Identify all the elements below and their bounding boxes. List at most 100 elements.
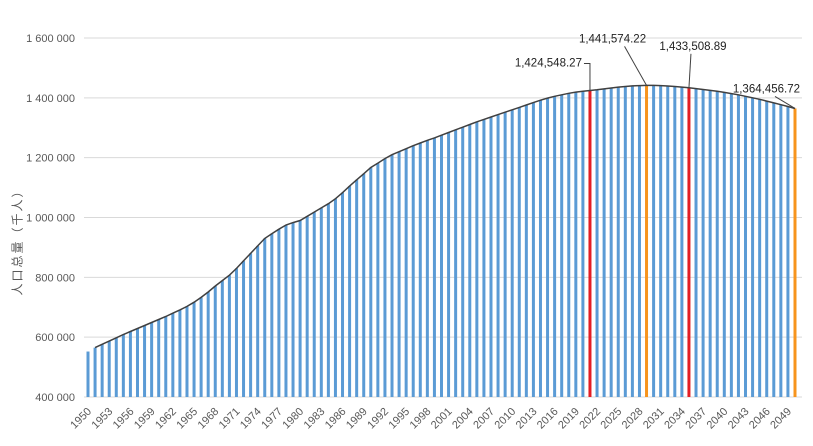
bar — [503, 112, 507, 398]
x-tick-label: 1983 — [302, 406, 328, 432]
bar — [171, 313, 175, 397]
bar — [616, 87, 620, 398]
bar — [510, 109, 514, 398]
highlight-bar — [588, 90, 592, 397]
bar — [432, 137, 436, 397]
x-tick-label: 1989 — [344, 406, 370, 432]
bar — [242, 260, 246, 397]
x-tick-label: 1962 — [153, 406, 179, 432]
data-label: 1,433,508.89 — [659, 41, 726, 53]
bar — [659, 85, 663, 398]
bar — [150, 322, 154, 397]
bar — [298, 220, 302, 397]
bar — [531, 102, 535, 398]
x-tick-label: 2019 — [556, 406, 582, 432]
bar — [425, 140, 429, 397]
bar — [93, 347, 97, 397]
x-tick-label: 2034 — [662, 406, 688, 432]
y-tick-label: 400 000 — [35, 392, 75, 404]
bar — [701, 89, 705, 397]
bar — [256, 245, 260, 397]
leader-line — [583, 62, 591, 91]
bar — [609, 87, 613, 398]
bar — [708, 90, 712, 398]
bar — [263, 238, 267, 397]
x-tick-label: 2013 — [514, 406, 540, 432]
bar — [86, 351, 90, 397]
x-tick-label: 1950 — [68, 406, 94, 432]
bar — [680, 87, 684, 397]
bar — [581, 91, 585, 398]
bar — [312, 212, 316, 397]
bar — [440, 135, 443, 397]
bar — [779, 104, 783, 397]
x-tick-label: 1980 — [280, 406, 306, 432]
bar — [178, 309, 182, 397]
bar — [652, 85, 656, 398]
bar — [121, 334, 125, 397]
bar — [447, 132, 451, 397]
x-tick-label: 1965 — [174, 406, 200, 432]
x-tick-label: 2049 — [768, 406, 794, 432]
data-label: 1,424,548.27 — [515, 57, 582, 69]
x-tick-label: 1974 — [238, 406, 264, 432]
y-tick-label: 1 200 000 — [26, 153, 75, 165]
x-tick-label: 1992 — [365, 406, 391, 432]
bar — [114, 337, 118, 397]
bar — [362, 173, 366, 397]
y-tick-label: 1 600 000 — [26, 33, 75, 45]
bar — [376, 163, 380, 397]
bar — [234, 268, 238, 397]
bar — [637, 85, 641, 397]
bar — [758, 99, 762, 398]
bar — [164, 316, 168, 397]
bar — [397, 151, 401, 397]
bar — [348, 186, 352, 397]
bar — [623, 86, 627, 397]
bar — [319, 207, 323, 397]
bar — [418, 143, 422, 397]
x-tick-label: 1977 — [259, 406, 285, 432]
x-tick-label: 1959 — [132, 406, 158, 432]
bar — [213, 286, 217, 397]
leader-line — [688, 53, 692, 88]
x-tick-label: 1986 — [323, 406, 349, 432]
bar — [157, 319, 161, 397]
bar — [482, 119, 486, 397]
bar — [128, 331, 132, 397]
bar — [461, 127, 465, 397]
bar — [496, 114, 500, 397]
bar — [277, 229, 281, 397]
trend-line — [94, 84, 796, 349]
bar — [206, 291, 210, 397]
x-tick-label: 2043 — [726, 406, 752, 432]
leader-line — [624, 46, 647, 86]
x-tick-label: 1998 — [408, 406, 434, 432]
bar — [736, 94, 740, 397]
bar — [305, 216, 309, 397]
y-tick-label: 1 400 000 — [26, 93, 75, 105]
bar — [765, 101, 769, 397]
y-tick-label: 600 000 — [35, 332, 75, 344]
bar — [355, 179, 359, 397]
bar — [383, 158, 387, 397]
x-tick-label: 2007 — [471, 406, 497, 432]
x-tick-label: 2025 — [599, 406, 625, 432]
bar — [602, 88, 606, 397]
bar — [786, 106, 790, 398]
bar — [546, 98, 550, 397]
bar — [390, 154, 394, 397]
bar — [722, 92, 726, 397]
data-label: 1,441,574.22 — [579, 33, 646, 45]
y-tick-label: 1 000 000 — [26, 213, 75, 225]
leader-line — [774, 96, 796, 109]
x-tick-label: 2040 — [705, 406, 731, 432]
y-axis-label: 人口总量（千人） — [10, 183, 25, 296]
bar — [673, 86, 677, 397]
bar — [694, 88, 698, 397]
x-tick-label: 2010 — [493, 406, 519, 432]
bar — [270, 233, 274, 397]
x-tick-label: 1968 — [196, 406, 222, 432]
bar — [143, 325, 147, 397]
